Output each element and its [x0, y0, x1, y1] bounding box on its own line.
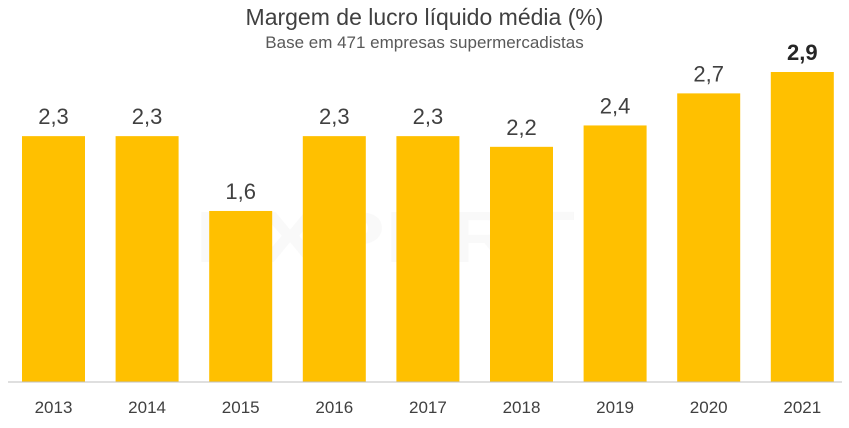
- value-label-2018: 2,2: [506, 115, 537, 140]
- bar-2014: [115, 136, 179, 382]
- value-label-2013: 2,3: [38, 104, 69, 129]
- bar-2021: [770, 72, 834, 382]
- bar-2013: [22, 136, 85, 382]
- value-label-2015: 1,6: [225, 179, 256, 204]
- x-tick-2017: 2017: [409, 398, 447, 417]
- bar-2019: [583, 125, 647, 382]
- chart-subtitle: Base em 471 empresas supermercadistas: [265, 33, 584, 52]
- x-tick-2014: 2014: [128, 398, 166, 417]
- x-tick-2016: 2016: [315, 398, 353, 417]
- value-label-2017: 2,3: [413, 104, 444, 129]
- chart-title: Margem de lucro líquido média (%): [245, 4, 604, 30]
- x-tick-2021: 2021: [783, 398, 821, 417]
- bar-2018: [490, 146, 553, 382]
- bar-2017: [396, 136, 460, 382]
- value-label-2019: 2,4: [600, 93, 631, 118]
- x-tick-2018: 2018: [503, 398, 541, 417]
- x-tick-2015: 2015: [222, 398, 260, 417]
- bar-2015: [209, 210, 273, 382]
- bar-2020: [677, 93, 741, 383]
- value-label-2020: 2,7: [693, 61, 724, 86]
- value-label-2016: 2,3: [319, 104, 350, 129]
- bar-2016: [302, 136, 366, 382]
- x-tick-2013: 2013: [35, 398, 73, 417]
- value-label-2014: 2,3: [132, 104, 163, 129]
- x-tick-2020: 2020: [690, 398, 728, 417]
- value-label-2021: 2,9: [787, 40, 818, 65]
- x-tick-2019: 2019: [596, 398, 634, 417]
